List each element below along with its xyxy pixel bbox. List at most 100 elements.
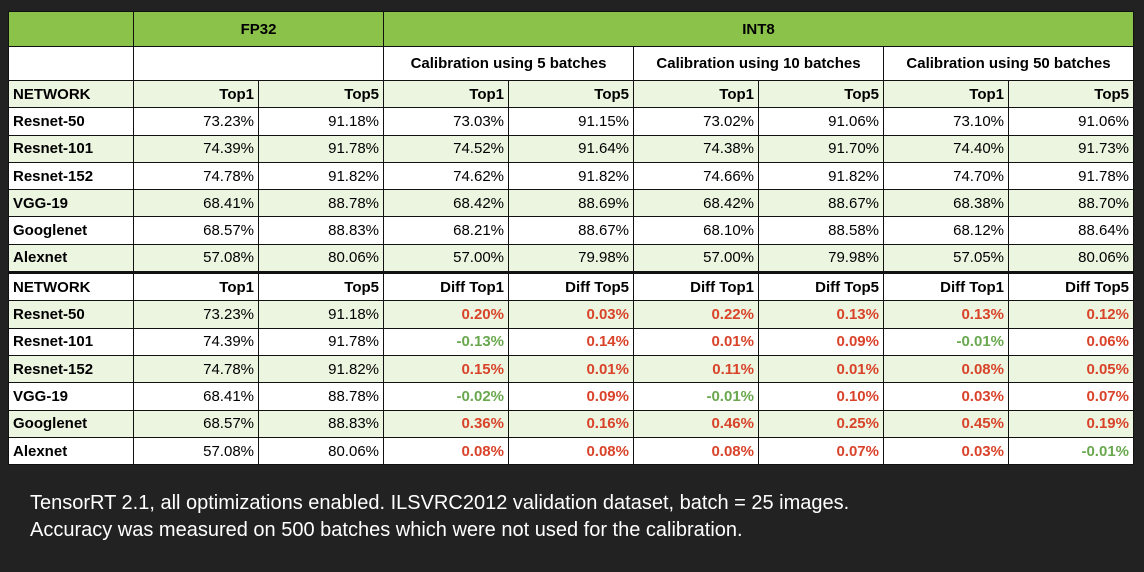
column-header: NETWORK (8, 271, 134, 302)
table-row: Resnet-50 73.23% 91.18% 73.03% 91.15% 73.02% 9… (8, 107, 1134, 136)
value-cell: 0.22% (633, 300, 759, 329)
column-header: Diff Top5 (1008, 271, 1134, 302)
empty-cell (133, 46, 384, 81)
value-cell: 0.08% (508, 436, 634, 466)
value-cell: 74.40% (883, 134, 1009, 163)
value-cell: 0.10% (758, 382, 884, 411)
value-cell: 91.18% (258, 107, 384, 136)
value-cell: 0.08% (633, 436, 759, 466)
value-cell: 91.78% (1008, 161, 1134, 191)
value-cell: 0.12% (1008, 300, 1134, 329)
value-cell: 57.08% (133, 436, 259, 466)
value-cell: 91.73% (1008, 134, 1134, 163)
value-cell: 80.06% (258, 436, 384, 466)
calibration-50-header: Calibration using 50 batches (883, 46, 1134, 81)
calibration-10-header: Calibration using 10 batches (633, 46, 884, 81)
value-cell: 68.57% (133, 409, 259, 438)
value-cell: 74.66% (633, 161, 759, 191)
accuracy-comparison-table: FP32 INT8 Calibration using 5 batches Ca… (8, 11, 1134, 466)
value-cell: 91.78% (258, 327, 384, 356)
value-cell: 73.23% (133, 107, 259, 136)
value-cell: 88.78% (258, 189, 384, 218)
value-cell: 0.11% (633, 354, 759, 384)
value-cell: 91.70% (758, 134, 884, 163)
value-cell: 57.00% (633, 243, 759, 274)
value-cell: 0.06% (1008, 327, 1134, 356)
value-cell: -0.01% (1008, 436, 1134, 466)
fp32-header: FP32 (133, 11, 384, 47)
footnote-line-2: Accuracy was measured on 500 batches whi… (30, 519, 743, 541)
value-cell: 74.70% (883, 161, 1009, 191)
value-cell: 0.19% (1008, 409, 1134, 438)
column-header: Top5 (758, 79, 884, 109)
value-cell: 68.41% (133, 382, 259, 411)
network-name: Googlenet (8, 409, 134, 438)
value-cell: 0.08% (883, 354, 1009, 384)
value-cell: 80.06% (1008, 243, 1134, 274)
network-name: VGG-19 (8, 189, 134, 218)
value-cell: 0.13% (883, 300, 1009, 329)
table-row: Googlenet 68.57% 88.83% 68.21% 88.67% 68.10% 8… (8, 216, 1134, 245)
value-cell: 80.06% (258, 243, 384, 274)
empty-cell (8, 11, 134, 47)
value-cell: 91.15% (508, 107, 634, 136)
value-cell: 0.05% (1008, 354, 1134, 384)
value-cell: 0.09% (508, 382, 634, 411)
value-cell: 0.45% (883, 409, 1009, 438)
value-cell: 74.38% (633, 134, 759, 163)
column-header: Top5 (1008, 79, 1134, 109)
value-cell: 0.14% (508, 327, 634, 356)
value-cell: 68.41% (133, 189, 259, 218)
column-header: Diff Top1 (633, 271, 759, 302)
value-cell: 91.82% (258, 161, 384, 191)
value-cell: 0.01% (758, 354, 884, 384)
precision-header-row: FP32 INT8 (8, 11, 1134, 47)
value-cell: -0.02% (383, 382, 509, 411)
value-cell: 79.98% (508, 243, 634, 274)
column-header: NETWORK (8, 79, 134, 109)
value-cell: 73.02% (633, 107, 759, 136)
network-name: Resnet-101 (8, 134, 134, 163)
column-header: Top1 (633, 79, 759, 109)
value-cell: 91.18% (258, 300, 384, 329)
network-name: Alexnet (8, 243, 134, 274)
calibration-header-row: Calibration using 5 batches Calibration … (8, 46, 1134, 81)
value-cell: 91.06% (758, 107, 884, 136)
value-cell: 73.23% (133, 300, 259, 329)
column-header-row: NETWORK Top1 Top5 Top1 Top5 Top1 Top5 Top1 Top5 (8, 79, 1134, 109)
network-name: VGG-19 (8, 382, 134, 411)
table-row: VGG-19 68.41% 88.78% 68.42% 88.69% 68.42% 88.6… (8, 189, 1134, 218)
value-cell: 0.03% (883, 382, 1009, 411)
value-cell: 0.07% (758, 436, 884, 466)
column-header: Top1 (883, 79, 1009, 109)
column-header: Top1 (133, 271, 259, 302)
value-cell: 0.03% (883, 436, 1009, 466)
table-row: Alexnet 57.08% 80.06% 57.00% 79.98% 57.00% 79.… (8, 243, 1134, 274)
table-row: Resnet-50 73.23% 91.18% 0.20% 0.03% 0.22% 0.13… (8, 300, 1134, 329)
value-cell: 0.07% (1008, 382, 1134, 411)
value-cell: 57.08% (133, 243, 259, 274)
value-cell: 88.70% (1008, 189, 1134, 218)
value-cell: 91.06% (1008, 107, 1134, 136)
value-cell: 0.08% (383, 436, 509, 466)
value-cell: 88.83% (258, 409, 384, 438)
value-cell: 0.20% (383, 300, 509, 329)
int8-header: INT8 (383, 11, 1134, 47)
value-cell: 68.10% (633, 216, 759, 245)
table-row: Googlenet 68.57% 88.83% 0.36% 0.16% 0.46% 0.25… (8, 409, 1134, 438)
network-name: Resnet-152 (8, 354, 134, 384)
value-cell: 0.03% (508, 300, 634, 329)
value-cell: 88.67% (508, 216, 634, 245)
column-header: Top1 (133, 79, 259, 109)
table-row: Resnet-101 74.39% 91.78% 74.52% 91.64% 74.38%… (8, 134, 1134, 163)
column-header: Diff Top5 (758, 271, 884, 302)
value-cell: 74.52% (383, 134, 509, 163)
value-cell: 0.01% (508, 354, 634, 384)
empty-cell (8, 46, 134, 81)
value-cell: 0.15% (383, 354, 509, 384)
value-cell: 0.46% (633, 409, 759, 438)
table-row: Resnet-152 74.78% 91.82% 0.15% 0.01% 0.11% 0.0… (8, 354, 1134, 384)
table-row: Alexnet 57.08% 80.06% 0.08% 0.08% 0.08% 0.07% 0… (8, 436, 1134, 466)
value-cell: 74.78% (133, 354, 259, 384)
value-cell: 91.64% (508, 134, 634, 163)
